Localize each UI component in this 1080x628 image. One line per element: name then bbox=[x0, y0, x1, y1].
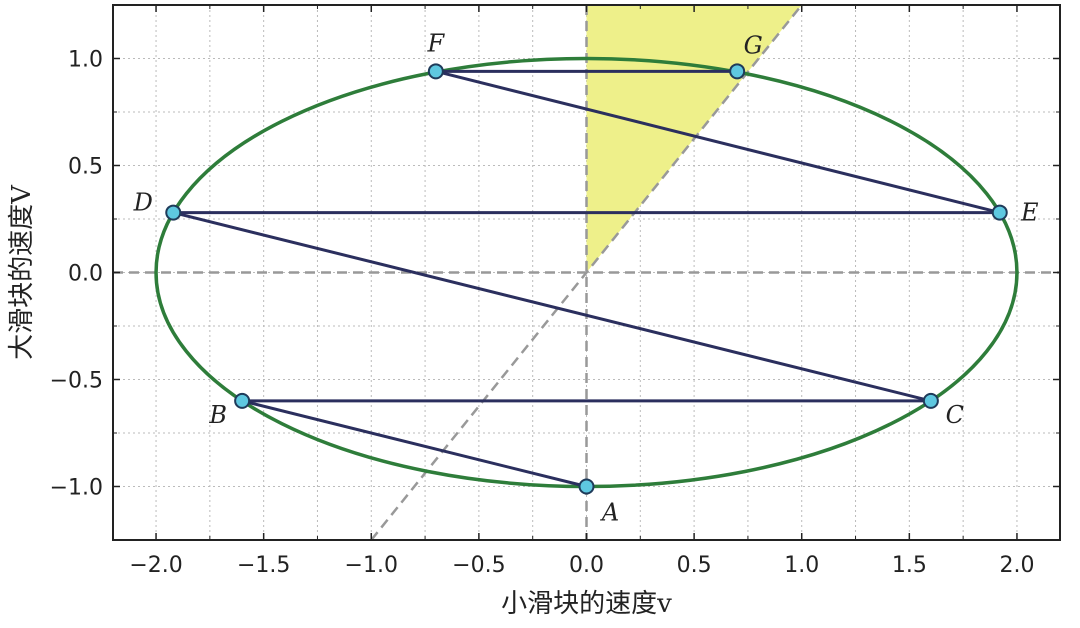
x-tick-label: −1.0 bbox=[345, 553, 398, 578]
point-marker-G bbox=[729, 63, 746, 80]
x-tick-label: 0.0 bbox=[569, 553, 604, 578]
x-tick-label: 1.5 bbox=[892, 553, 927, 578]
point-marker-D bbox=[165, 204, 182, 221]
x-tick-label: 1.0 bbox=[784, 553, 819, 578]
grid bbox=[113, 5, 1060, 540]
path-segment-CD bbox=[172, 211, 932, 403]
x-tick-label: −0.5 bbox=[452, 553, 505, 578]
points-layer bbox=[165, 63, 1008, 495]
point-marker-E bbox=[991, 204, 1008, 221]
y-tick-label: −1.0 bbox=[50, 476, 103, 501]
y-tick-label: 0.0 bbox=[68, 262, 103, 287]
point-label-G: G bbox=[744, 31, 763, 59]
point-labels-layer: A B C D E F G bbox=[133, 29, 1039, 526]
x-axis-label: 小滑块的速度v bbox=[501, 589, 672, 619]
x-tick-label: 0.5 bbox=[677, 553, 712, 578]
point-label-A: A bbox=[600, 499, 619, 527]
point-label-D: D bbox=[133, 189, 153, 217]
point-marker-C bbox=[922, 392, 939, 409]
path-segment-AB bbox=[241, 399, 587, 488]
point-marker-A bbox=[578, 478, 595, 495]
y-axis-label: 大滑块的速度V bbox=[7, 184, 37, 360]
point-marker-B bbox=[234, 392, 251, 409]
point-label-E: E bbox=[1020, 199, 1039, 227]
x-tick-label: −1.5 bbox=[237, 553, 290, 578]
point-label-C: C bbox=[946, 401, 964, 429]
y-tick-label: 0.5 bbox=[68, 155, 103, 180]
x-tick-label: −2.0 bbox=[129, 553, 182, 578]
ticks-layer: −2.0 −1.5 −1.0 −0.5 0.0 0.5 1.0 1.5 2.0 −1.0 −0.5 0… bbox=[50, 5, 1060, 578]
y-tick-label: 1.0 bbox=[68, 48, 103, 73]
collision-path-layer bbox=[172, 69, 1001, 488]
x-tick-label: 2.0 bbox=[999, 553, 1034, 578]
path-segment-EF bbox=[435, 69, 1001, 215]
point-marker-F bbox=[427, 63, 444, 80]
reference-lines-layer bbox=[113, 5, 1060, 540]
point-label-F: F bbox=[427, 29, 446, 57]
y-tick-label: −0.5 bbox=[50, 369, 103, 394]
point-label-B: B bbox=[208, 401, 227, 429]
